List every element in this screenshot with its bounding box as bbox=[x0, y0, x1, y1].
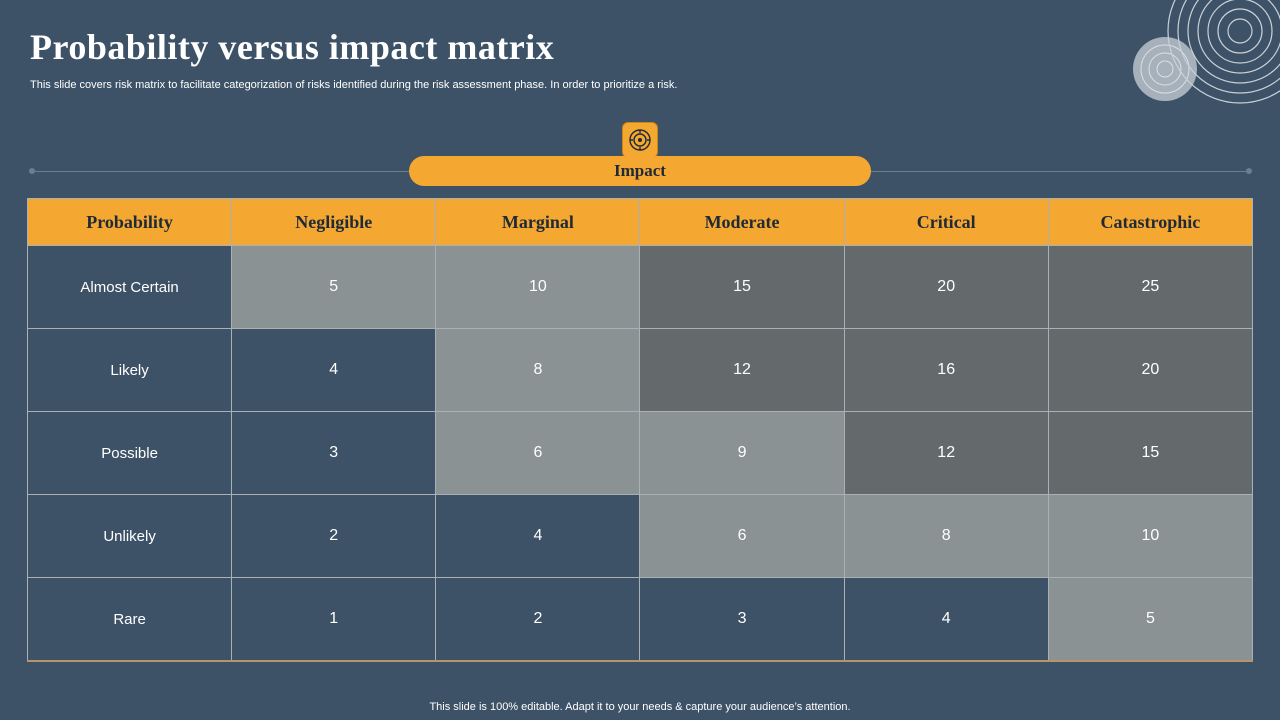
row-label: Rare bbox=[26, 577, 233, 662]
matrix-cell: 1 bbox=[231, 577, 437, 662]
slide-subtitle: This slide covers risk matrix to facilit… bbox=[30, 79, 678, 91]
row-label: Likely bbox=[26, 328, 233, 412]
matrix-cell: 15 bbox=[1047, 411, 1254, 495]
matrix-cell: 2 bbox=[231, 494, 437, 578]
divider-dot-left bbox=[29, 168, 35, 174]
matrix-cell: 6 bbox=[435, 411, 641, 495]
matrix-cell: 5 bbox=[231, 245, 437, 329]
matrix-cell: 20 bbox=[1047, 328, 1254, 412]
matrix-cell: 10 bbox=[435, 245, 641, 329]
matrix-cell: 15 bbox=[639, 245, 845, 329]
table-row: Possible 3 6 9 12 15 bbox=[26, 411, 1254, 495]
header-catastrophic: Catastrophic bbox=[1047, 198, 1254, 246]
matrix-cell: 20 bbox=[843, 245, 1049, 329]
matrix-cell: 4 bbox=[231, 328, 437, 412]
slide-title: Probability versus impact matrix bbox=[30, 27, 555, 67]
risk-matrix-table: Probability Negligible Marginal Moderate… bbox=[26, 198, 1254, 662]
concentric-circles-decoration bbox=[1133, 0, 1280, 104]
matrix-cell: 12 bbox=[639, 328, 845, 412]
divider-dot-right bbox=[1246, 168, 1252, 174]
impact-target-icon bbox=[622, 122, 658, 158]
table-row: Unlikely 2 4 6 8 10 bbox=[26, 494, 1254, 578]
matrix-cell: 3 bbox=[639, 577, 845, 662]
matrix-cell: 16 bbox=[843, 328, 1049, 412]
matrix-cell: 2 bbox=[435, 577, 641, 662]
matrix-cell: 4 bbox=[435, 494, 641, 578]
matrix-cell: 8 bbox=[435, 328, 641, 412]
matrix-cell: 5 bbox=[1047, 577, 1254, 662]
matrix-cell: 9 bbox=[639, 411, 845, 495]
header-moderate: Moderate bbox=[639, 198, 845, 246]
header-critical: Critical bbox=[843, 198, 1049, 246]
matrix-cell: 3 bbox=[231, 411, 437, 495]
matrix-cell: 25 bbox=[1047, 245, 1254, 329]
table-row: Rare 1 2 3 4 5 bbox=[26, 577, 1254, 662]
matrix-cell: 6 bbox=[639, 494, 845, 578]
impact-label-pill: Impact bbox=[409, 156, 871, 186]
table-row: Likely 4 8 12 16 20 bbox=[26, 328, 1254, 412]
header-marginal: Marginal bbox=[435, 198, 641, 246]
slide-footer: This slide is 100% editable. Adapt it to… bbox=[429, 701, 851, 713]
row-label: Unlikely bbox=[26, 494, 233, 578]
row-label: Possible bbox=[26, 411, 233, 495]
matrix-cell: 8 bbox=[843, 494, 1049, 578]
row-label: Almost Certain bbox=[26, 245, 233, 329]
header-negligible: Negligible bbox=[231, 198, 437, 246]
header-probability: Probability bbox=[26, 198, 233, 246]
matrix-cell: 4 bbox=[843, 577, 1049, 662]
matrix-header-row: Probability Negligible Marginal Moderate… bbox=[26, 198, 1254, 246]
table-row: Almost Certain 5 10 15 20 25 bbox=[26, 245, 1254, 329]
matrix-cell: 12 bbox=[843, 411, 1049, 495]
matrix-cell: 10 bbox=[1047, 494, 1254, 578]
